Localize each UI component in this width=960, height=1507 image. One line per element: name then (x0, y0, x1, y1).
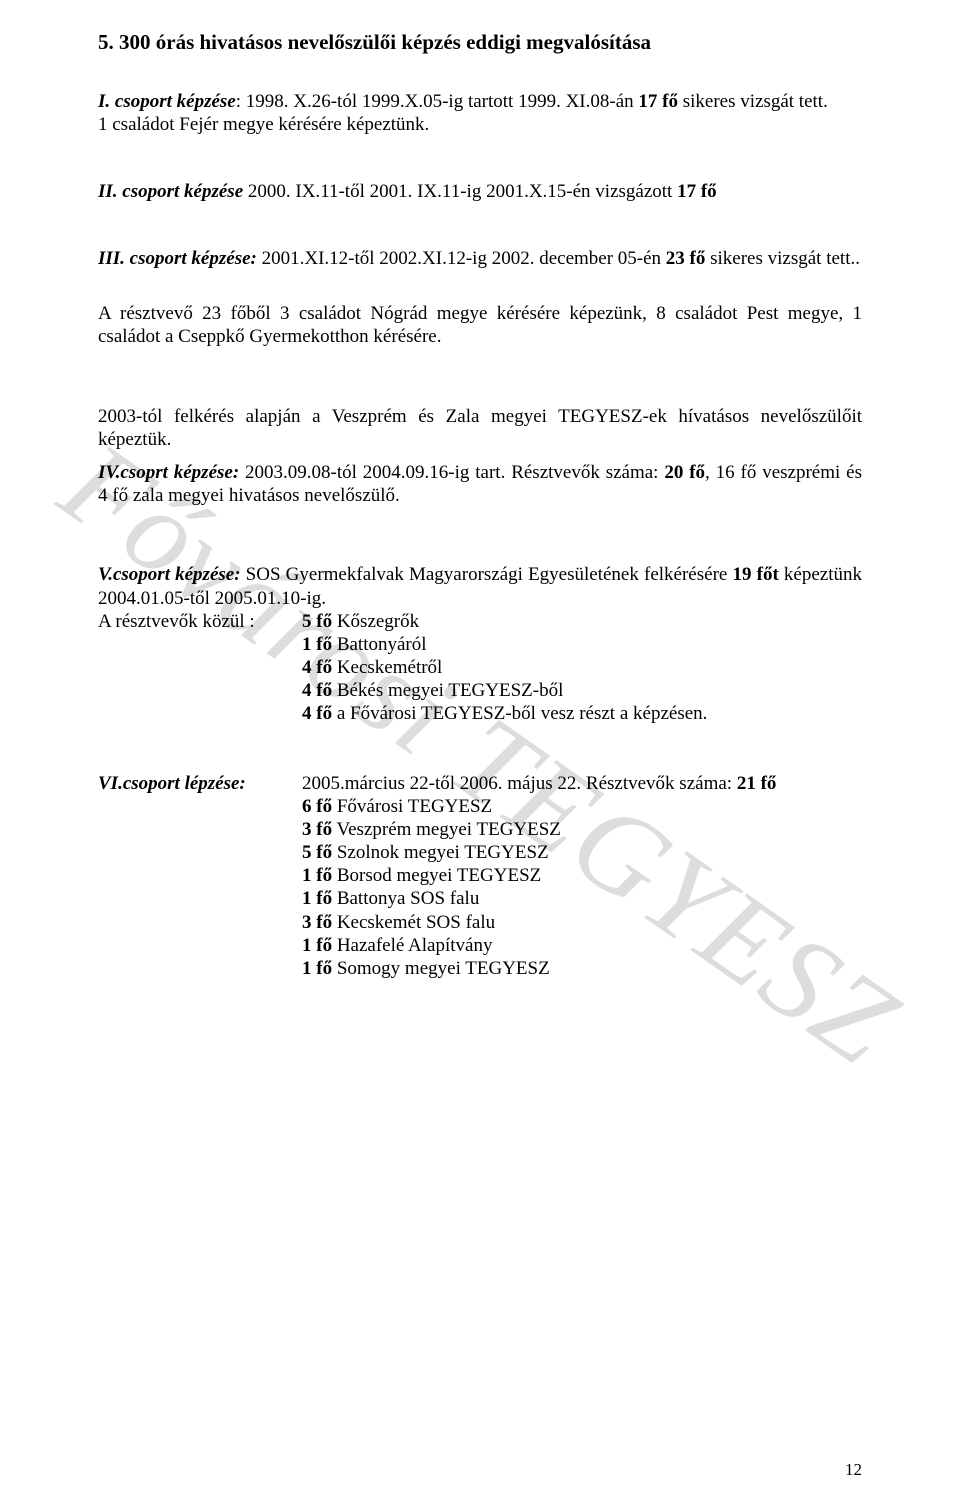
paragraph-3: III. csoport képzése: 2001.XI.12-től 200… (98, 247, 862, 270)
paragraph-1: I. csoport képzése: 1998. X.26-tól 1999.… (98, 90, 862, 136)
participants-list: 1 fő Battonyáról 4 fő Kecskemétről 4 fő … (98, 633, 862, 726)
text: a Fővárosi TEGYESZ-ből vesz részt a képz… (332, 703, 707, 724)
paragraph-7: V.csoport képzése: SOS Gyermekfalvak Mag… (98, 563, 862, 609)
count-17-b: 17 fő (677, 181, 717, 202)
page-number: 12 (845, 1460, 862, 1481)
text: Hazafelé Alapítvány (332, 935, 492, 956)
count: 6 fő (302, 796, 332, 817)
count-23: 23 fő (666, 248, 706, 269)
count: 4 fő (302, 657, 332, 678)
group-6-block: VI.csoport lépzése: 2005.március 22-től … (98, 772, 862, 981)
text: Békés megyei TEGYESZ-ből (332, 680, 563, 701)
count: 3 fő (302, 819, 332, 840)
count: 3 fő (302, 912, 332, 933)
count: 1 fő (302, 888, 332, 909)
list-item: 4 fő Kecskemétről (302, 656, 862, 679)
text: sikeres vizsgát tett.. (705, 248, 860, 269)
list-item: 4 fő a Fővárosi TEGYESZ-ből vesz részt a… (302, 702, 862, 725)
content: 5. 300 órás hivatásos nevelőszülői képzé… (98, 30, 862, 980)
text: : 1998. X.26-tól 1999.X.05-ig tartott 19… (236, 91, 639, 112)
count: 1 fő (302, 634, 332, 655)
group-6-label: VI.csoport lépzése: (98, 773, 246, 794)
count: 1 fő (302, 958, 332, 979)
group-4-label: IV.csoprt képzése: (98, 462, 239, 483)
text: Fővárosi TEGYESZ (332, 796, 492, 817)
list-item: 2005.március 22-től 2006. május 22. Rész… (302, 772, 862, 795)
text: 2005.március 22-től 2006. május 22. Rész… (302, 773, 737, 794)
count: 5 fő (302, 842, 332, 863)
list-item: 4 fő Békés megyei TEGYESZ-ből (302, 679, 862, 702)
count-21: 21 fő (737, 773, 777, 794)
list-item: 5 fő Kőszegrők (302, 610, 862, 633)
list-item: 1 fő Battonyáról (302, 633, 862, 656)
paragraph-2: II. csoport képzése 2000. IX.11-től 2001… (98, 180, 862, 203)
text: Battonyáról (332, 634, 426, 655)
section-heading: 5. 300 órás hivatásos nevelőszülői képzé… (98, 30, 862, 56)
text: 2003.09.08-tól 2004.09.16-ig tart. Részt… (239, 462, 664, 483)
text: Battonya SOS falu (332, 888, 479, 909)
count: 1 fő (302, 935, 332, 956)
participants-lead-row: A résztvevők közül : 5 fő Kőszegrők (98, 610, 862, 633)
count-17: 17 fő (638, 91, 678, 112)
list-item: 3 fő Veszprém megyei TEGYESZ (302, 818, 862, 841)
count: 1 fő (302, 865, 332, 886)
count: 4 fő (302, 680, 332, 701)
text: 1 családot Fejér megye kérésére képeztün… (98, 114, 429, 135)
text: sikeres vizsgát tett. (678, 91, 828, 112)
list-item: 5 fő Szolnok megyei TEGYESZ (302, 841, 862, 864)
count: 5 fő (302, 611, 332, 632)
group-5-label: V.csoport képzése: (98, 564, 241, 585)
text: Veszprém megyei TEGYESZ (332, 819, 561, 840)
count-20: 20 fő (664, 462, 705, 483)
list-item: 1 fő Hazafelé Alapítvány (302, 934, 862, 957)
list-item: 1 fő Borsod megyei TEGYESZ (302, 864, 862, 887)
paragraph-5: 2003-tól felkérés alapján a Veszprém és … (98, 405, 862, 451)
text: Szolnok megyei TEGYESZ (332, 842, 549, 863)
list-item: 1 fő Somogy megyei TEGYESZ (302, 957, 862, 980)
list-item: 3 fő Kecskemét SOS falu (302, 911, 862, 934)
paragraph-6: IV.csoprt képzése: 2003.09.08-tól 2004.0… (98, 461, 862, 507)
paragraph-4: A résztvevő 23 főből 3 családot Nógrád m… (98, 302, 862, 348)
participants-lead: A résztvevők közül : (98, 611, 255, 632)
text: Borsod megyei TEGYESZ (332, 865, 541, 886)
count: 4 fő (302, 703, 332, 724)
group-3-label: III. csoport képzése: (98, 248, 257, 269)
text: Kecskemét SOS falu (332, 912, 495, 933)
page: Fővárosi TEGYESZ 5. 300 órás hivatásos n… (0, 0, 960, 1507)
count-19: 19 főt (732, 564, 778, 585)
group-2-label: II. csoport képzése (98, 181, 243, 202)
text: 2001.XI.12-től 2002.XI.12-ig 2002. decem… (257, 248, 666, 269)
text: Kecskemétről (332, 657, 442, 678)
list-item: 1 fő Battonya SOS falu (302, 887, 862, 910)
text: SOS Gyermekfalvak Magyarországi Egyesüle… (241, 564, 733, 585)
text: Kőszegrők (332, 611, 419, 632)
text: 2000. IX.11-től 2001. IX.11-ig 2001.X.15… (243, 181, 677, 202)
group-1-label: I. csoport képzése (98, 91, 236, 112)
list-item: 6 fő Fővárosi TEGYESZ (302, 795, 862, 818)
text: Somogy megyei TEGYESZ (332, 958, 550, 979)
